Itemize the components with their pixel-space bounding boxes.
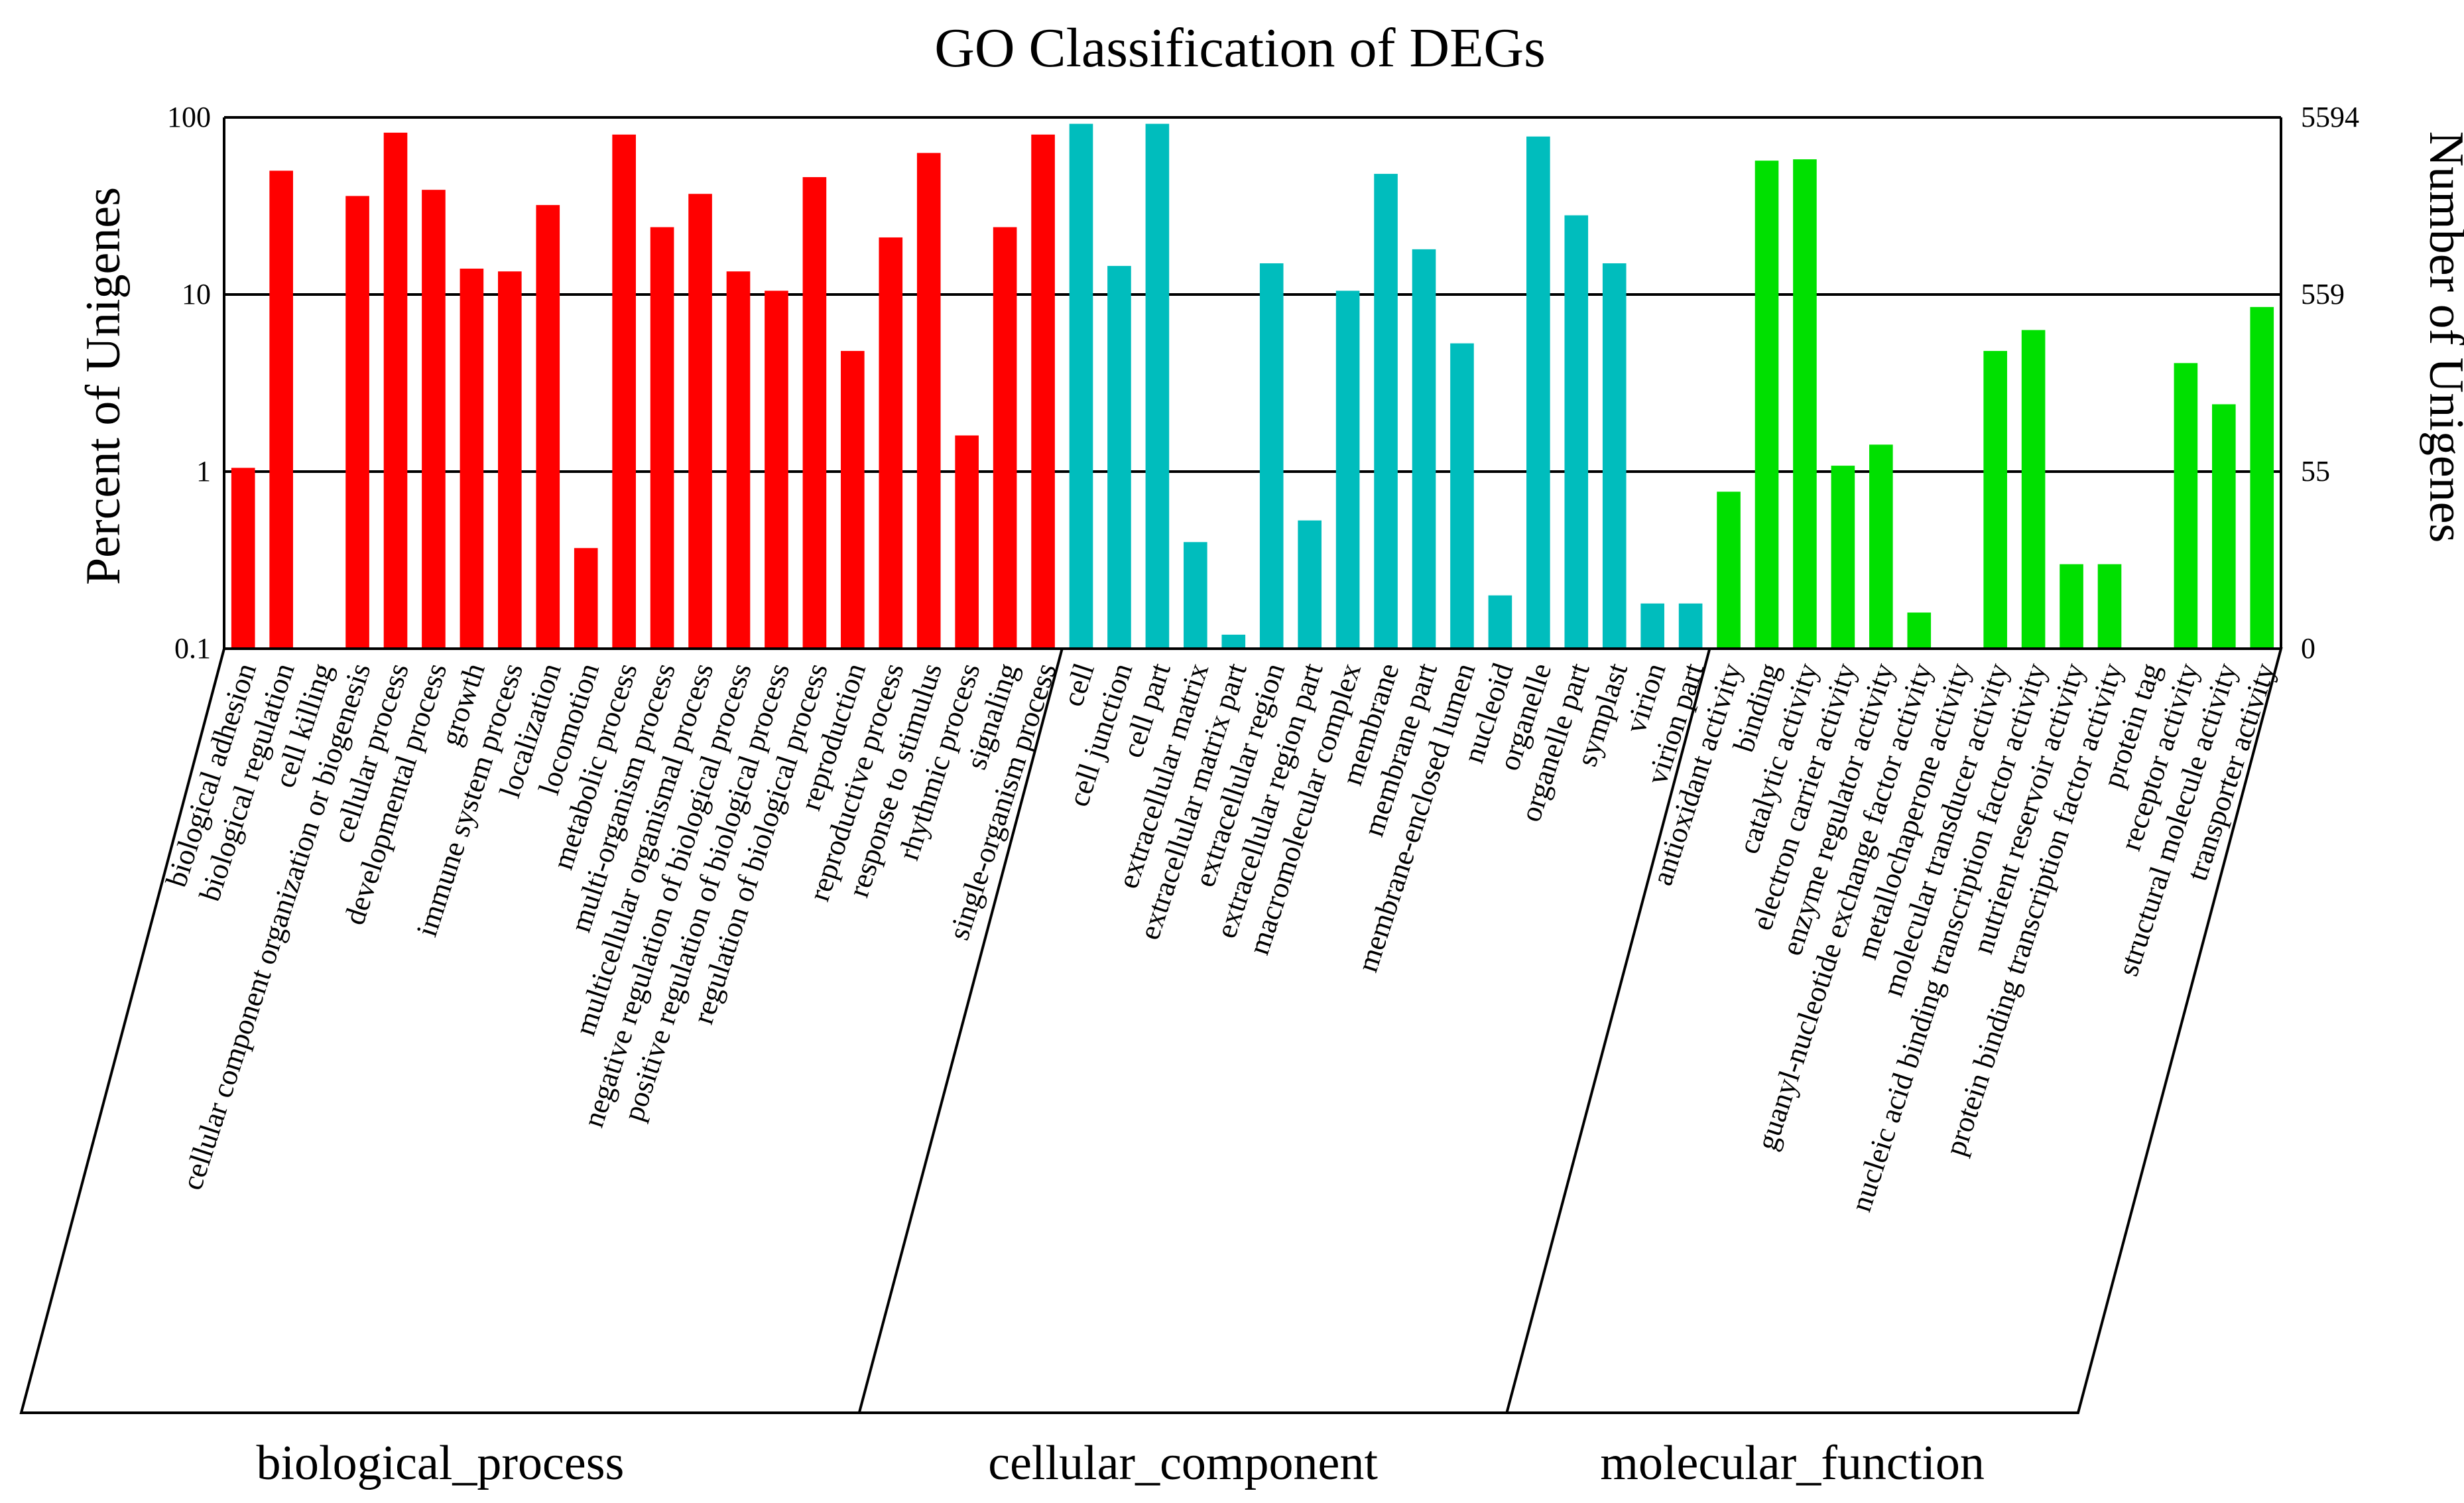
bar bbox=[1450, 343, 1474, 649]
bar bbox=[955, 435, 979, 649]
bar bbox=[1678, 603, 1703, 649]
bar bbox=[1259, 263, 1284, 649]
bar bbox=[1412, 249, 1436, 649]
bar bbox=[574, 548, 598, 649]
bar bbox=[269, 170, 293, 649]
bar bbox=[1145, 123, 1170, 649]
group-label: biological_process bbox=[256, 1436, 624, 1490]
y-tick-label-right: 0 bbox=[2301, 632, 2315, 665]
y-tick-label-left: 0.1 bbox=[174, 632, 211, 665]
grid-layer bbox=[223, 116, 2282, 650]
bar bbox=[1335, 291, 1360, 649]
y-axis-title-right: Number of Unigenes bbox=[2419, 131, 2464, 543]
bar bbox=[1031, 134, 1055, 649]
bar bbox=[2174, 363, 2198, 649]
group-bracket-outline bbox=[19, 647, 2283, 1414]
bar bbox=[1640, 603, 1664, 649]
bar bbox=[726, 271, 751, 649]
bar bbox=[1983, 351, 2007, 649]
ticks-layer: 0.1 0 1 55 10 559 100 5594 bbox=[167, 101, 2359, 665]
bar bbox=[498, 271, 522, 649]
bar bbox=[765, 291, 788, 649]
bar bbox=[460, 268, 484, 649]
bar bbox=[879, 237, 903, 649]
bar bbox=[841, 351, 865, 649]
bar bbox=[536, 205, 560, 649]
bar bbox=[802, 177, 827, 649]
bar bbox=[1374, 174, 1398, 649]
bar bbox=[345, 196, 369, 649]
y-tick-label-left: 100 bbox=[167, 101, 211, 133]
y-tick-label-right: 559 bbox=[2301, 278, 2345, 310]
bar bbox=[1907, 612, 1932, 649]
bar bbox=[1298, 520, 1322, 649]
bar bbox=[1869, 444, 1893, 649]
group-label: cellular_component bbox=[988, 1436, 1378, 1490]
group-brackets-layer: biological_process cellular_component mole… bbox=[19, 647, 2283, 1490]
bar bbox=[1107, 265, 1131, 649]
bars-layer bbox=[231, 123, 2274, 649]
bar bbox=[2097, 564, 2122, 649]
bar bbox=[688, 194, 712, 649]
y-axis-title-left: Percent of Unigenes bbox=[76, 187, 131, 585]
bar bbox=[1221, 634, 1246, 649]
bar bbox=[1488, 595, 1512, 649]
y-tick-label-right: 5594 bbox=[2301, 101, 2359, 133]
bar bbox=[1069, 123, 1093, 649]
bar bbox=[1755, 161, 1779, 649]
group-divider bbox=[857, 648, 1064, 1413]
chart-title: GO Classification of DEGs bbox=[934, 17, 1546, 79]
bar bbox=[612, 134, 636, 649]
bar bbox=[993, 227, 1017, 649]
bar bbox=[1184, 542, 1207, 649]
group-divider bbox=[1505, 648, 1711, 1413]
bar bbox=[1717, 491, 1741, 649]
bar bbox=[1793, 159, 1817, 649]
bar bbox=[1831, 466, 1855, 649]
bar bbox=[2250, 306, 2274, 649]
bar bbox=[2060, 564, 2083, 649]
bar bbox=[650, 227, 674, 649]
bar bbox=[1564, 215, 1589, 649]
bar bbox=[1602, 263, 1627, 649]
y-tick-label-left: 1 bbox=[196, 455, 211, 488]
y-tick-label-right: 55 bbox=[2301, 455, 2330, 488]
bar bbox=[2212, 404, 2236, 649]
bar bbox=[422, 190, 446, 649]
bar bbox=[1526, 136, 1550, 649]
bar bbox=[2021, 330, 2046, 649]
bar bbox=[231, 468, 255, 649]
bar bbox=[383, 133, 408, 649]
y-tick-label-left: 10 bbox=[182, 278, 211, 310]
bar bbox=[916, 153, 941, 649]
group-label: molecular_function bbox=[1600, 1436, 1984, 1490]
